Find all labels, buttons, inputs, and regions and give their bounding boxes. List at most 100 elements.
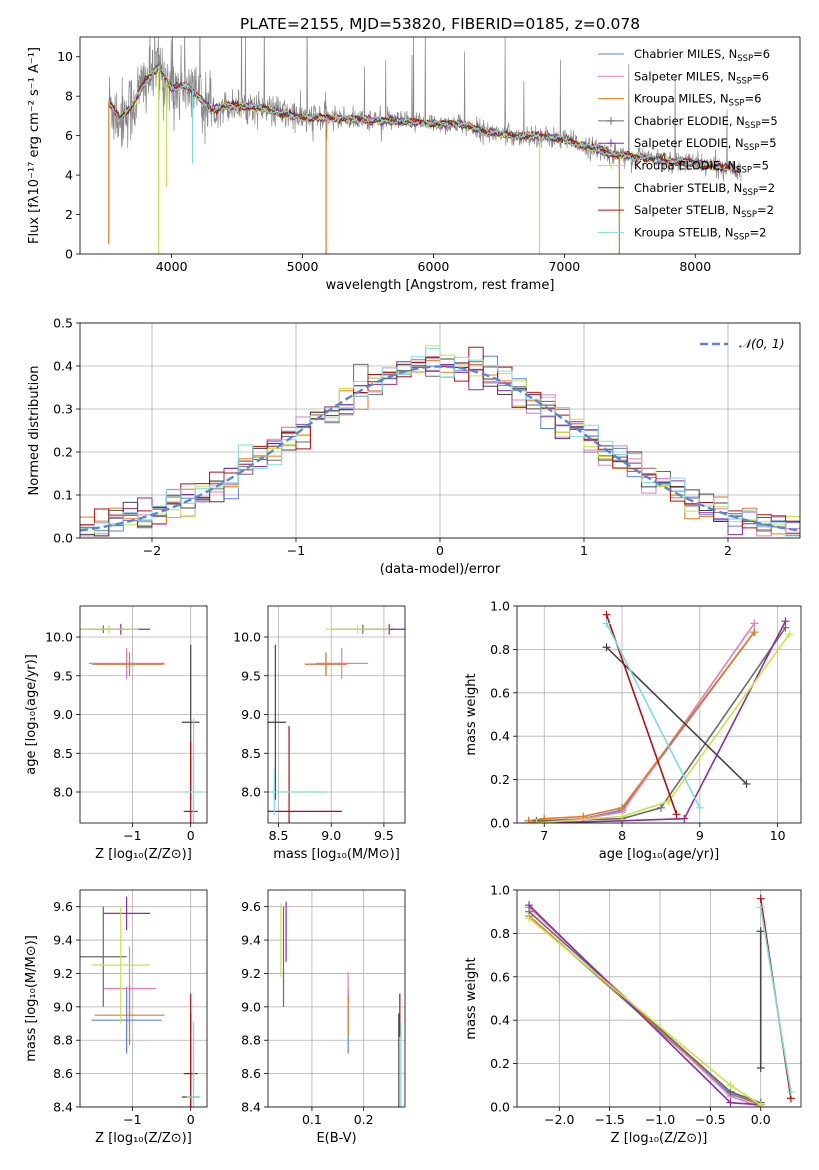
errorbar-point <box>88 647 165 679</box>
y-tick-label: 0.6 <box>490 685 510 700</box>
axes: 0.1 0.2 8.4 8.6 8.8 9.0 9.2 9.4 9.6 E(B-V) <box>241 889 406 1146</box>
y-tick-label: 9.5 <box>53 668 73 683</box>
x-tick-label: −2 <box>143 543 161 558</box>
legend-label: 𝒩(0, 1) <box>739 336 785 351</box>
mass-weight-series <box>528 631 755 822</box>
residuals-panel: −2 −1 0 1 2 0.0 0.1 0.2 0.3 0.4 0.5 (data-model)/er… <box>27 316 801 577</box>
errorbar-point <box>94 985 165 1046</box>
mass-weight-series <box>536 620 787 823</box>
mass-weight-series <box>528 917 762 1106</box>
y-axis-label: Normed distribution <box>27 366 42 496</box>
y-tick-label: 9.6 <box>53 899 73 914</box>
normal-reference-curve <box>80 365 800 532</box>
errorbar-point <box>183 993 198 1107</box>
y-tick-label: 0.6 <box>490 969 510 984</box>
grid <box>80 606 207 823</box>
y-tick-label: 8.5 <box>53 746 73 761</box>
x-tick-label: −1.5 <box>594 1112 624 1127</box>
y-tick-label: 4 <box>65 168 73 183</box>
mass-vs-metallicity-panel: −1 0 8.4 8.6 8.8 9.0 9.2 9.4 9.6 Z [log₁₀(Z/Z⊙)] m… <box>24 889 208 1146</box>
y-tick-label: 0.0 <box>490 816 510 831</box>
data-point-marker <box>680 814 689 823</box>
axes-frame <box>79 322 801 539</box>
spectrum-panel: 4000 5000 6000 7000 8000 0 2 4 6 8 10 wavelength [A… <box>27 36 801 293</box>
errorbar-point <box>325 625 390 634</box>
y-tick-label: 0.2 <box>490 1056 510 1071</box>
y-axis-label: mass [log₁₀(M/M⊙)] <box>24 935 39 1062</box>
plot-area <box>80 896 201 1107</box>
x-axis-label: (data-model)/error <box>380 562 501 577</box>
x-tick-label: 0 <box>187 1112 195 1127</box>
y-tick-label: 9.0 <box>241 999 261 1014</box>
axes-frame <box>516 889 802 1108</box>
grid <box>517 605 801 824</box>
errorbar-point <box>183 741 198 823</box>
y-tick-label: 8 <box>65 89 73 104</box>
mass-vs-extinction-panel: 0.1 0.2 8.4 8.6 8.8 9.0 9.2 9.4 9.6 E(B-V) <box>241 889 406 1146</box>
legend-label: Chabrier ELODIE, NSSP=5 <box>634 114 778 131</box>
x-tick-label: 0.2 <box>354 1112 374 1127</box>
y-tick-label: 8.8 <box>53 1033 73 1048</box>
data-point-marker <box>750 619 759 628</box>
x-tick-label: 8.5 <box>269 828 289 843</box>
y-tick-label: 8.6 <box>241 1066 261 1081</box>
errorbar-point <box>184 718 203 823</box>
errorbar-point <box>94 652 165 676</box>
mass-weight-series <box>528 915 762 1106</box>
errorbar-point <box>304 652 348 676</box>
legend-marker <box>607 139 615 148</box>
x-axis-label: E(B-V) <box>316 1131 356 1146</box>
x-tick-label: 7 <box>540 828 548 843</box>
x-tick-label: 7000 <box>548 259 580 274</box>
data-point-marker <box>602 619 611 628</box>
data-point-marker <box>786 1087 795 1096</box>
y-tick-label: 1.0 <box>490 599 510 614</box>
data-point-marker <box>756 1063 765 1072</box>
y-tick-label: 2 <box>65 207 73 222</box>
x-axis-label: wavelength [Angstrom, rest frame] <box>326 278 555 293</box>
axes: −1 0 8.4 8.6 8.8 9.0 9.2 9.4 9.6 Z [log₁₀(Z/Z⊙)] m… <box>24 889 208 1146</box>
mass-weight-vs-age-panel: 7 8 9 10 0.0 0.2 0.4 0.6 0.8 1.0 age [log₁₀(age/yr… <box>464 599 802 862</box>
x-tick-label: 6000 <box>418 259 450 274</box>
y-tick-label: 9.4 <box>53 933 73 948</box>
y-tick-label: 8.4 <box>241 1100 261 1115</box>
x-tick-label: 8 <box>618 828 626 843</box>
legend-label: Kroupa STELIB, NSSP=2 <box>634 225 766 242</box>
axes: 7 8 9 10 0.0 0.2 0.4 0.6 0.8 1.0 age [log₁₀(age/yr… <box>464 599 802 862</box>
y-tick-label: 0.2 <box>53 445 73 460</box>
mass-weight-series <box>528 906 761 1107</box>
y-tick-label: 9.4 <box>241 933 261 948</box>
data-point-marker <box>756 927 765 936</box>
x-tick-label: −1 <box>287 543 305 558</box>
x-tick-label: −2.0 <box>544 1112 574 1127</box>
x-tick-label: 9.0 <box>321 828 341 843</box>
axes-frame <box>79 36 801 255</box>
age-vs-metallicity-panel: −1 0 8.0 8.5 9.0 9.5 10.0 Z [log₁₀(Z/Z⊙)] age [l… <box>24 605 208 862</box>
y-tick-label: 6 <box>65 128 73 143</box>
y-tick-label: 0.0 <box>490 1100 510 1115</box>
residual-histogram-kroupa-stelib <box>80 348 800 537</box>
y-tick-label: 10.0 <box>233 630 261 645</box>
data-point-marker <box>602 610 611 619</box>
x-tick-label: −0.5 <box>695 1112 725 1127</box>
grid <box>268 606 405 823</box>
y-tick-label: 8.6 <box>53 1066 73 1081</box>
data-point-marker <box>656 803 665 812</box>
data-point-marker <box>695 803 704 812</box>
data-point-marker <box>532 819 541 823</box>
legend-label: Kroupa MILES, NSSP=6 <box>634 92 761 109</box>
y-tick-label: 8.4 <box>53 1100 73 1115</box>
mass-weight-series <box>528 915 761 1106</box>
data-point-marker <box>524 816 533 823</box>
y-axis-label: mass weight <box>464 673 479 755</box>
mass-weight-series <box>528 622 755 823</box>
data-point-marker <box>785 630 794 639</box>
x-axis-label: Z [log₁₀(Z/Z⊙)] <box>611 1131 708 1146</box>
mass-weight-series <box>528 904 761 1106</box>
y-tick-label: 10 <box>57 49 73 64</box>
mass-weight-series <box>528 631 755 822</box>
plot-area <box>268 623 405 823</box>
data-point-marker <box>672 810 681 819</box>
y-tick-label: 0.1 <box>53 488 73 503</box>
